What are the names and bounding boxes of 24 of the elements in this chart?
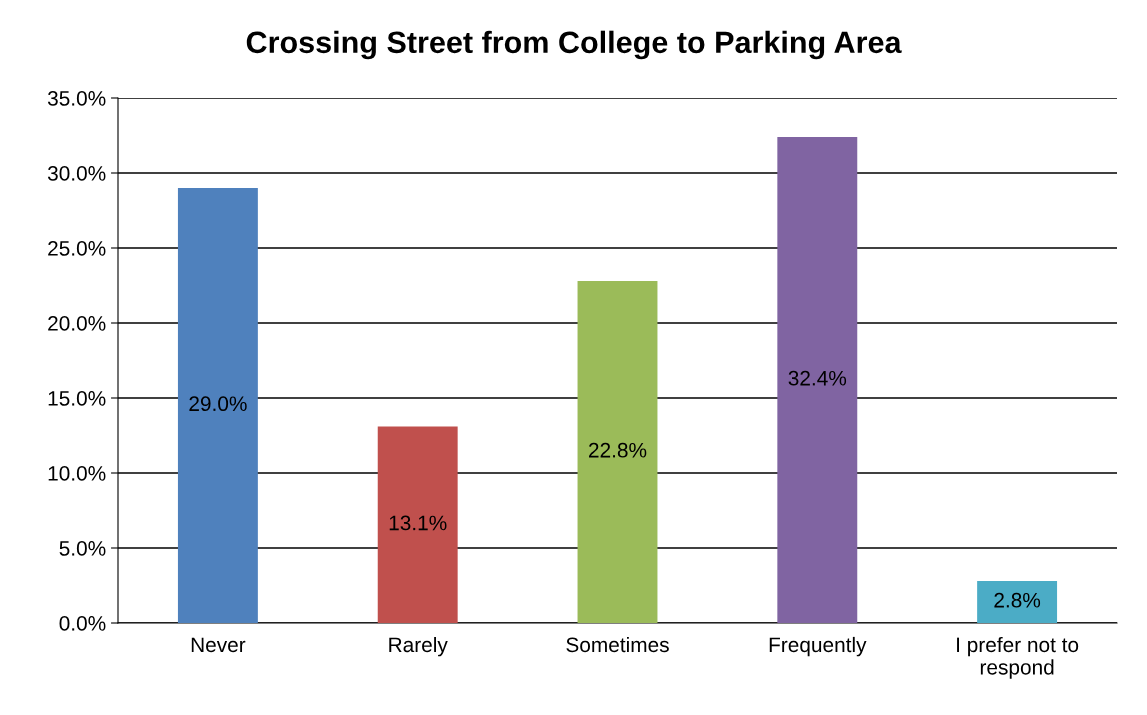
bar bbox=[977, 581, 1058, 623]
data-label: 13.1% bbox=[389, 515, 447, 531]
x-tick-label: Rarely bbox=[389, 636, 448, 657]
y-tick-label: 30.0% bbox=[47, 166, 106, 181]
y-tick-label: 0.0% bbox=[59, 616, 106, 631]
x-tick-label: Frequently bbox=[769, 636, 867, 657]
x-tick-label: Sometimes bbox=[566, 636, 669, 653]
data-label: 22.8% bbox=[589, 442, 647, 458]
y-tick-label: 35.0% bbox=[47, 91, 106, 106]
bar bbox=[177, 188, 258, 623]
data-label: 32.4% bbox=[788, 370, 847, 386]
bar bbox=[377, 426, 458, 623]
y-tick-label: 25.0% bbox=[48, 241, 106, 256]
data-label: 2.8% bbox=[994, 592, 1041, 608]
y-tick-label: 5.0% bbox=[59, 541, 106, 556]
chart-title: Crossing Street from College to Parking Area bbox=[246, 30, 902, 60]
data-label: 29.0% bbox=[189, 396, 247, 412]
y-tick-label: 10.0% bbox=[48, 466, 106, 481]
x-tick-label: I prefer not to respond bbox=[957, 636, 1079, 679]
bar bbox=[577, 281, 658, 623]
x-tick-label: Never bbox=[191, 637, 246, 653]
y-tick-label: 20.0% bbox=[48, 316, 106, 331]
y-tick-label: 15.0% bbox=[48, 391, 106, 406]
bar bbox=[777, 137, 858, 623]
